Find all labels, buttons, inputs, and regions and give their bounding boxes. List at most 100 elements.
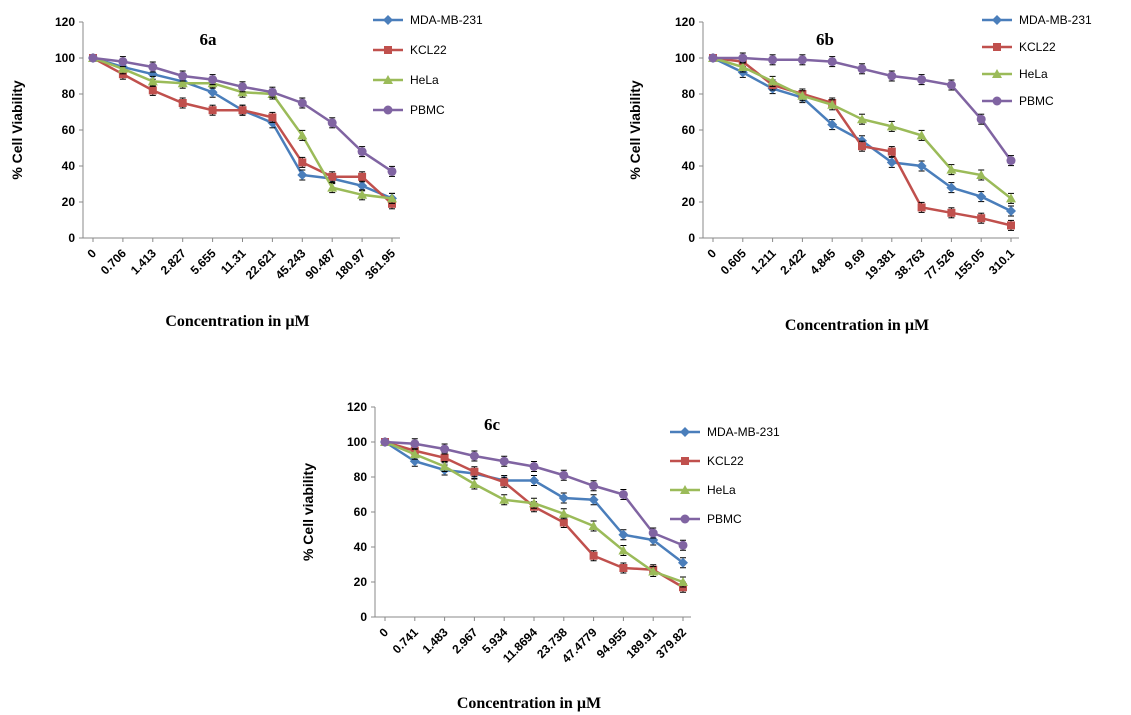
x-tick-label: 77.526: [922, 246, 958, 282]
x-tick-label: 379.82: [653, 625, 689, 661]
y-tick-label: 80: [354, 470, 368, 484]
data-point: [118, 57, 128, 67]
data-point: [737, 62, 748, 71]
data-point: [439, 461, 450, 471]
data-point: [588, 521, 599, 530]
x-tick-label: 19.381: [862, 246, 898, 282]
x-tick-label: 22.621: [243, 246, 279, 282]
data-point: [358, 172, 367, 181]
legend-label: KCL22: [410, 43, 447, 57]
data-point: [469, 479, 480, 488]
legend-label: HeLa: [410, 73, 439, 87]
data-point: [678, 540, 688, 550]
data-point: [618, 529, 629, 540]
y-tick-label: 20: [62, 195, 76, 209]
y-tick-label: 80: [62, 87, 76, 101]
series-line: [384, 440, 684, 547]
y-tick-label: 80: [682, 87, 696, 101]
data-point: [976, 170, 987, 179]
x-tick-label: 361.95: [362, 246, 398, 282]
data-point: [886, 121, 897, 131]
y-tick-label: 100: [675, 51, 695, 65]
y-tick-label: 120: [675, 15, 695, 29]
data-point: [238, 106, 247, 115]
data-point: [946, 164, 957, 174]
x-tick-label: 45.243: [273, 246, 309, 282]
x-tick-label: 0.706: [98, 246, 129, 277]
legend-label: KCL22: [707, 454, 744, 468]
data-point: [618, 490, 628, 499]
data-point: [387, 166, 397, 176]
data-point: [148, 62, 158, 72]
data-point: [148, 86, 157, 95]
series-HeLa: [88, 53, 397, 204]
data-point: [977, 214, 986, 223]
legend-label: PBMC: [707, 512, 742, 526]
data-point: [268, 113, 277, 122]
data-point: [1007, 221, 1015, 230]
data-point: [440, 453, 449, 462]
y-tick-label: 20: [354, 575, 368, 589]
chart-title: 6a: [200, 30, 218, 49]
x-tick-label: 2.827: [158, 246, 189, 277]
data-point: [88, 53, 98, 63]
series-line: [712, 56, 1012, 200]
x-tick-label: 0: [376, 625, 391, 640]
data-point: [500, 478, 509, 487]
data-point: [857, 114, 867, 124]
data-point: [917, 203, 926, 212]
series-PBMC: [380, 437, 688, 551]
legend-marker: [384, 46, 392, 54]
data-point: [499, 494, 510, 504]
data-point: [177, 78, 188, 88]
data-point: [409, 449, 420, 459]
x-tick-label: 155.05: [951, 246, 987, 282]
data-point: [589, 481, 599, 491]
data-point: [887, 147, 896, 156]
data-point: [678, 577, 688, 586]
data-point: [357, 147, 367, 157]
data-point: [827, 57, 837, 67]
series-KCL22: [709, 54, 1015, 231]
data-point: [297, 170, 308, 180]
legend-label: PBMC: [410, 103, 445, 117]
legend-marker: [681, 457, 689, 465]
data-point: [827, 99, 838, 109]
legend-marker: [992, 96, 1002, 106]
y-tick-label: 120: [55, 15, 75, 29]
x-tick-label: 1.483: [420, 625, 451, 656]
series-line: [712, 56, 1012, 213]
x-axis-title: Concentration in µM: [165, 313, 309, 330]
data-point: [827, 119, 838, 130]
legend-label: KCL22: [1019, 40, 1056, 54]
chart-title: 6b: [816, 30, 834, 49]
legend-label: PBMC: [1019, 94, 1054, 108]
y-tick-label: 0: [68, 231, 75, 245]
data-point: [976, 114, 986, 124]
data-point: [917, 75, 927, 85]
data-point: [558, 493, 569, 503]
data-point: [916, 161, 927, 171]
data-point: [410, 439, 420, 449]
data-point: [208, 106, 217, 115]
legend-marker: [680, 427, 690, 437]
series-KCL22: [89, 54, 396, 210]
x-tick-label: 1.413: [128, 246, 159, 277]
x-tick-label: 310.1: [986, 246, 1017, 277]
data-point: [797, 55, 807, 65]
data-point: [238, 82, 247, 92]
y-tick-label: 40: [354, 540, 368, 554]
data-point: [529, 475, 539, 486]
data-point: [588, 494, 599, 505]
series-MDA-MB-231: [88, 53, 397, 204]
legend-marker: [680, 485, 690, 494]
data-point: [946, 80, 956, 90]
legend-marker: [992, 69, 1002, 78]
y-tick-label: 100: [347, 435, 367, 449]
legend-marker: [383, 15, 393, 25]
data-point: [298, 158, 307, 167]
series-MDA-MB-231: [708, 53, 1016, 217]
